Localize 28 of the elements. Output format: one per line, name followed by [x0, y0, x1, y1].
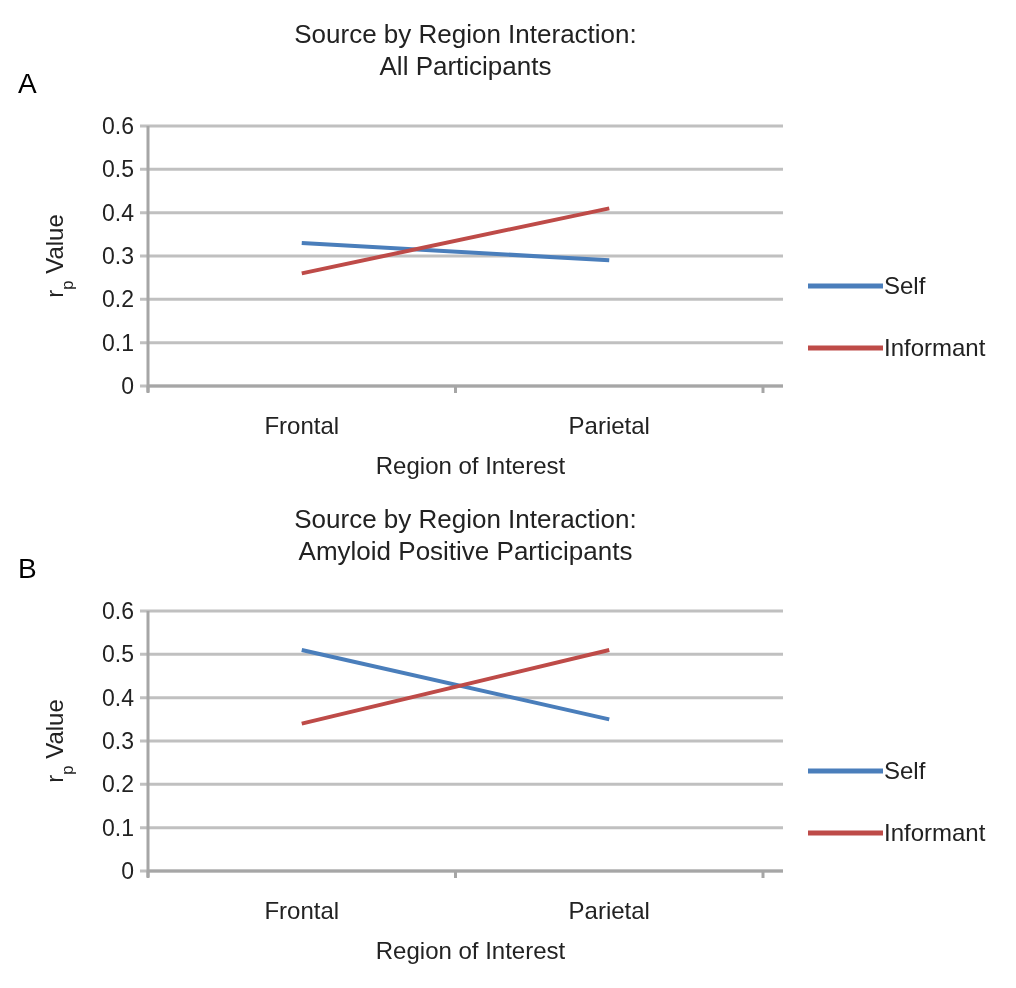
y-tick-label: 0.3	[102, 728, 134, 754]
y-tick-label: 0	[121, 858, 134, 884]
x-tick-label: Parietal	[568, 897, 650, 924]
x-axis-title: Region of Interest	[375, 937, 566, 964]
text: B	[18, 553, 37, 584]
x-tick-label: Parietal	[568, 412, 650, 439]
text: A	[18, 68, 37, 99]
chart-title: Source by Region Interaction: All Participants	[294, 19, 637, 81]
x-tick-label: Frontal	[264, 412, 340, 439]
legend-label: Self	[884, 272, 926, 299]
y-tick-label: 0.6	[102, 598, 134, 624]
y-tick-label: 0	[121, 373, 134, 399]
legend-label: Self	[884, 757, 926, 784]
x-tick-label: Frontal	[264, 897, 340, 924]
legend-label: Informant	[884, 334, 986, 361]
y-tick-label: 0.6	[102, 113, 134, 139]
y-tick-label: 0.1	[102, 329, 134, 356]
y-tick-label: 0.3	[102, 243, 134, 269]
y-tick-label: 0.1	[102, 814, 134, 841]
legend-label: Informant	[884, 819, 986, 846]
y-tick-label: 0.5	[102, 156, 134, 183]
y-tick-label: 0.4	[102, 199, 135, 226]
y-tick-label: 0.2	[102, 286, 134, 313]
chart-title: Source by Region Interaction: Amyloid Positive Participants	[294, 504, 637, 566]
x-axis-title: Region of Interest	[375, 452, 566, 479]
y-tick-label: 0.4	[102, 684, 135, 711]
y-tick-label: 0.5	[102, 641, 134, 668]
y-tick-label: 0.2	[102, 771, 134, 798]
